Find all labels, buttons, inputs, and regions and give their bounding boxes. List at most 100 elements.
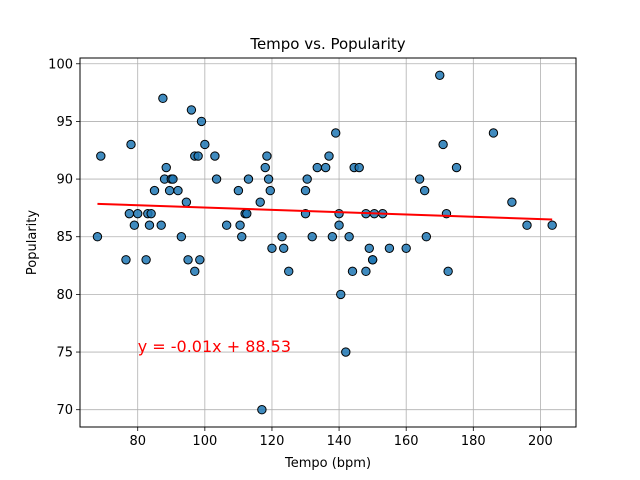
data-point (242, 208, 252, 219)
data-point (522, 220, 532, 230)
y-axis-label: Popularity (25, 210, 40, 275)
data-point (237, 232, 247, 242)
regression-line-group (97, 202, 553, 221)
data-point (193, 151, 203, 161)
data-point (443, 266, 453, 277)
y-axis-ticks: 70 75 80 85 90 95 100 (48, 57, 80, 418)
data-point (146, 208, 156, 219)
data-point (401, 243, 411, 253)
data-point (186, 105, 197, 115)
y-tick-label: 75 (56, 346, 73, 361)
data-point (210, 151, 220, 161)
data-point (279, 243, 289, 253)
data-point (354, 162, 364, 173)
x-axis-ticks: 80 100 120 140 160 180 200 (129, 427, 553, 449)
data-point (265, 185, 275, 196)
data-point (284, 266, 294, 277)
data-point (547, 220, 557, 230)
data-point (181, 197, 192, 207)
data-point (183, 255, 193, 265)
data-point (149, 185, 160, 196)
data-point (438, 139, 448, 150)
x-axis-label: Tempo (bpm) (284, 456, 371, 471)
chart-title: Tempo vs. Popularity (249, 35, 405, 53)
data-point (419, 185, 430, 196)
data-point (336, 289, 346, 300)
data-point (190, 266, 200, 277)
data-points (92, 70, 557, 415)
data-point (331, 128, 341, 138)
data-point (384, 243, 395, 253)
data-point (488, 128, 499, 138)
data-point (235, 220, 245, 230)
data-point (260, 162, 270, 173)
data-point (414, 174, 425, 184)
data-point (92, 232, 103, 242)
data-point (300, 185, 311, 196)
x-tick-label: 200 (528, 434, 553, 449)
data-point (129, 220, 140, 230)
data-point (334, 208, 344, 219)
data-point (121, 255, 131, 265)
y-tick-label: 70 (56, 403, 73, 418)
data-point (312, 162, 322, 173)
data-point (507, 197, 517, 207)
y-tick-label: 100 (48, 57, 73, 72)
data-point (451, 162, 462, 173)
data-point (200, 139, 210, 150)
data-point (257, 405, 267, 415)
data-point (324, 151, 334, 161)
data-point (361, 266, 371, 277)
data-point (267, 243, 277, 253)
x-tick-label: 140 (327, 434, 352, 449)
data-point (211, 174, 222, 184)
data-point (435, 70, 445, 80)
data-point (277, 232, 287, 242)
x-tick-label: 180 (461, 434, 486, 449)
x-tick-label: 120 (260, 434, 285, 449)
data-point (168, 174, 178, 184)
data-point (156, 220, 166, 230)
data-point (347, 266, 358, 277)
data-point (158, 93, 168, 104)
y-tick-label: 90 (56, 173, 73, 188)
data-point (195, 255, 205, 265)
data-point (334, 220, 344, 230)
data-point (233, 185, 244, 196)
data-point (367, 255, 378, 265)
x-tick-label: 160 (394, 434, 419, 449)
data-point (262, 151, 272, 161)
data-point (164, 185, 175, 196)
data-point (96, 151, 106, 161)
data-point (364, 243, 374, 253)
data-point (421, 232, 432, 242)
data-point (124, 208, 135, 219)
data-point (196, 116, 207, 127)
data-point (344, 232, 354, 242)
regression-line (97, 202, 553, 221)
y-tick-label: 85 (56, 230, 73, 245)
data-point (176, 232, 187, 242)
data-point (263, 174, 274, 184)
data-point (126, 139, 136, 150)
x-tick-label: 100 (192, 434, 217, 449)
data-point (243, 174, 254, 184)
data-point (307, 232, 317, 242)
data-point (341, 347, 351, 357)
data-point (144, 220, 155, 230)
data-point (173, 185, 183, 196)
y-tick-label: 95 (56, 115, 73, 130)
data-point (327, 232, 338, 242)
data-point (255, 197, 265, 207)
regression-equation-label: y = -0.01x + 88.53 (138, 337, 291, 356)
data-point (141, 255, 151, 265)
data-point (302, 174, 312, 184)
data-point (133, 208, 143, 219)
data-point (161, 162, 171, 173)
x-tick-label: 80 (129, 434, 146, 449)
y-tick-label: 80 (56, 288, 73, 303)
data-point (221, 220, 232, 230)
plot-area-frame (79, 57, 577, 428)
